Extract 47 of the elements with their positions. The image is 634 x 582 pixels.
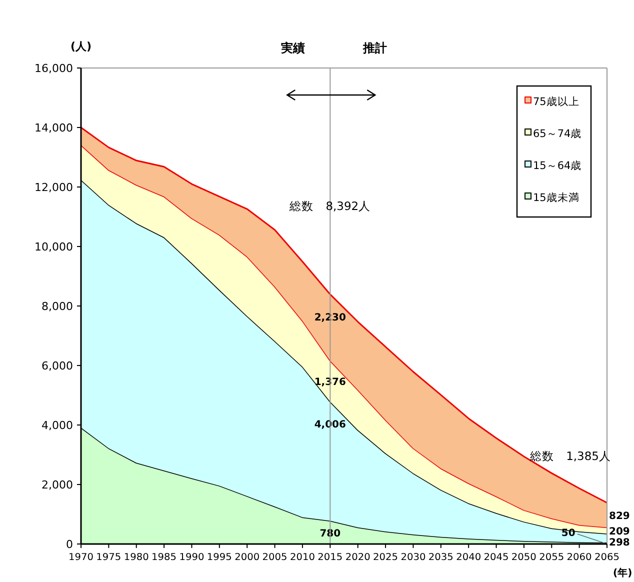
legend-label: 75歳以上 — [533, 95, 580, 108]
data-label: 780 — [320, 528, 341, 540]
y-tick-label: 6,000 — [42, 360, 73, 372]
data-label: 209 — [609, 526, 630, 538]
legend-label: 65～74歳 — [533, 127, 582, 140]
y-tick-label: 16,000 — [34, 62, 73, 75]
x-axis-title: (年) — [613, 567, 632, 579]
data-label: 829 — [609, 511, 630, 522]
x-tick-label: 1975 — [96, 552, 122, 563]
y-tick-label: 2,000 — [42, 478, 73, 492]
data-label: 50 — [561, 528, 576, 539]
x-tick-label: 2035 — [428, 552, 454, 563]
x-tick-label: 2025 — [373, 552, 398, 563]
y-tick-label: 14,000 — [34, 122, 73, 134]
x-tick-label: 2045 — [484, 552, 509, 563]
x-tick-label: 2005 — [262, 552, 288, 563]
text: 推計 — [362, 41, 388, 55]
x-tick-label: 1990 — [179, 552, 204, 563]
data-label: 2,230 — [314, 312, 346, 324]
y-tick-label: 12,000 — [34, 181, 73, 194]
x-tick-label: 1985 — [152, 552, 177, 563]
legend-label: 15～64歳 — [533, 159, 582, 172]
x-tick-label: 2000 — [234, 552, 260, 563]
x-tick-label: 2010 — [290, 552, 315, 563]
y-tick-label: 4,000 — [42, 419, 73, 432]
x-tick-label: 2060 — [566, 552, 592, 563]
y-axis-title: (人) — [70, 40, 92, 53]
x-tick-label: 2050 — [511, 552, 536, 563]
x-tick-label: 2065 — [594, 552, 620, 563]
data-label: 1,376 — [314, 377, 346, 388]
x-tick-label: 1970 — [68, 552, 94, 563]
y-tick-label: 10,000 — [34, 240, 73, 254]
x-tick-label: 2015 — [318, 552, 343, 563]
data-label: 4,006 — [314, 420, 346, 431]
x-tick-label: 1995 — [206, 552, 232, 563]
legend-label: 15歳未満 — [533, 191, 580, 204]
text: 実績 — [280, 41, 306, 55]
x-tick-label: 2055 — [539, 552, 564, 563]
y-tick-label: 0 — [66, 538, 73, 551]
x-tick-label: 1980 — [124, 552, 149, 563]
x-tick-label: 2020 — [345, 552, 370, 563]
data-label: 298 — [609, 538, 630, 549]
y-tick-label: 8,000 — [42, 300, 73, 313]
x-tick-label: 2030 — [400, 552, 426, 563]
x-tick-label: 2040 — [456, 552, 482, 563]
annotation: 総数 8,392人 — [288, 199, 371, 213]
annotation: 総数 1,385人 — [529, 449, 611, 463]
